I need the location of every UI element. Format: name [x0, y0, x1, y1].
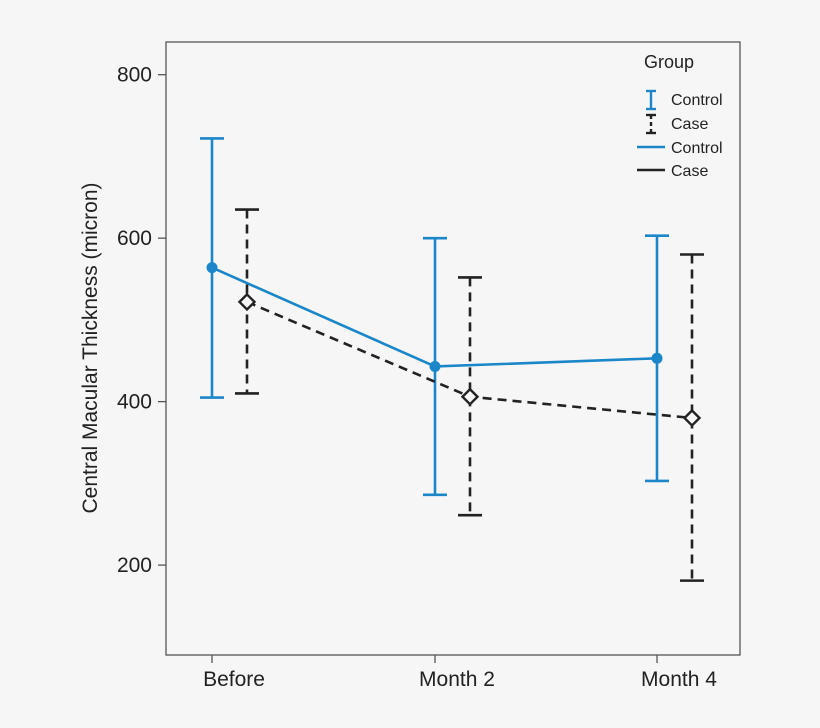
legend-title: Group [644, 52, 694, 72]
legend-label: Control [671, 140, 723, 157]
series-layer [200, 137, 704, 582]
plot-frame [165, 41, 741, 656]
y-axis: 200 400 600 800 [117, 64, 166, 577]
legend-entry: Case [637, 163, 708, 180]
x-tick-label: Month 4 [641, 668, 717, 691]
x-tick-label: Month 2 [419, 668, 495, 691]
data-point [429, 360, 441, 372]
legend-entry: Control [637, 140, 723, 157]
legend-label: Control [671, 92, 723, 109]
error-bar [680, 253, 704, 582]
y-axis-title: Central Macular Thickness (micron) [79, 182, 102, 513]
data-point [682, 408, 702, 428]
data-point [237, 292, 257, 312]
legend-label: Case [671, 116, 708, 133]
data-point [651, 352, 663, 364]
series-case [235, 208, 704, 582]
legend: Group Control Case Control Case [637, 52, 723, 180]
x-tick-label: Before [203, 668, 265, 691]
y-tick-label: 600 [117, 227, 152, 250]
y-tick-label: 200 [117, 554, 152, 577]
data-point [460, 387, 480, 406]
error-bar [458, 276, 482, 517]
y-tick-label: 400 [117, 391, 152, 414]
data-point [206, 262, 218, 274]
series-control [200, 137, 669, 497]
legend-entry: Control [646, 89, 723, 111]
y-tick-label: 800 [117, 64, 152, 87]
x-axis: Before Month 2 Month 4 [203, 655, 717, 691]
legend-entry: Case [646, 113, 708, 135]
legend-label: Case [671, 163, 708, 180]
